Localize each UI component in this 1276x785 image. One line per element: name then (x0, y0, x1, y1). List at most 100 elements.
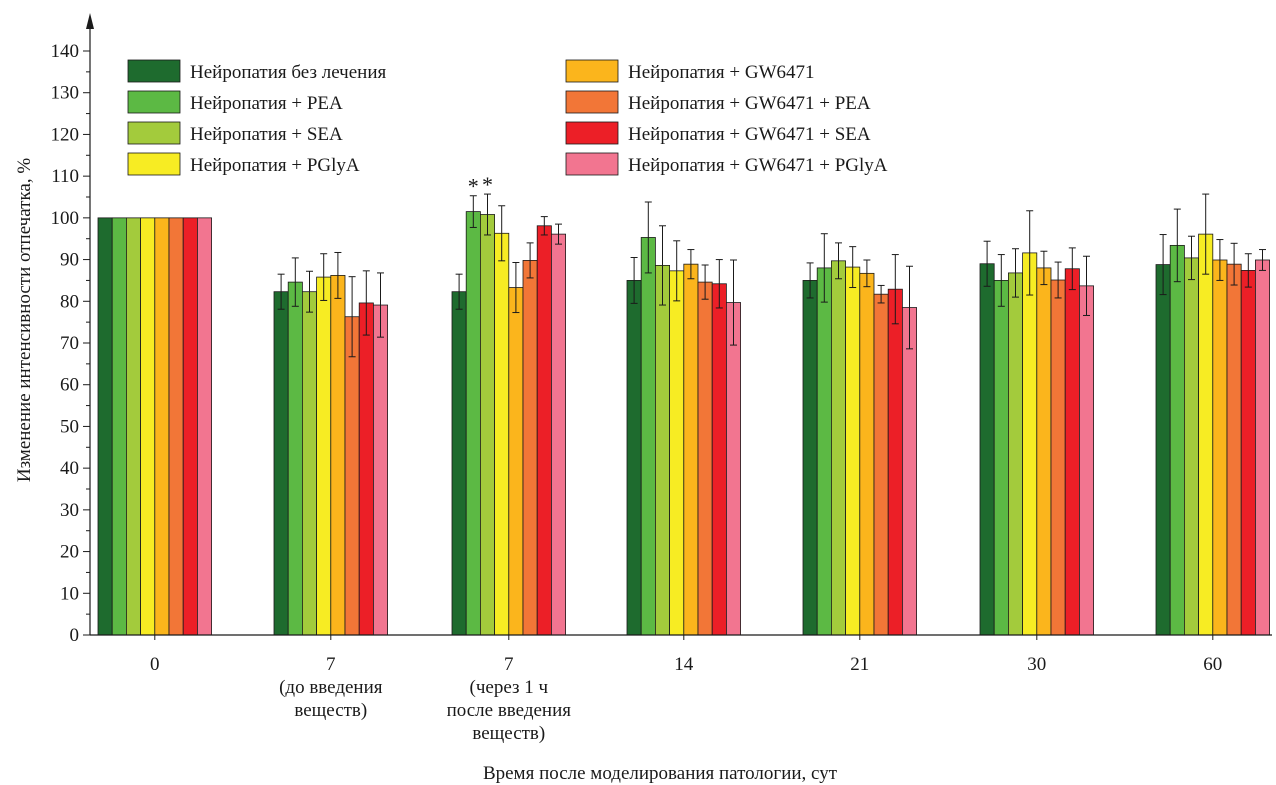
legend-item-4: Нейропатия + GW6471 (565, 59, 815, 83)
bar-s0-c2 (451, 291, 467, 636)
error-bar-s3-c2 (498, 205, 506, 262)
error-bar-s5-c1 (348, 276, 356, 358)
error-bar-s7-c4 (906, 265, 913, 350)
bar-s0-c0 (97, 217, 113, 636)
error-bar-s6-c6 (1244, 253, 1252, 288)
legend-swatch (565, 59, 619, 83)
bar-s2-c4 (831, 260, 847, 636)
error-bar-s0-c3 (630, 256, 638, 304)
bar-s4-c5 (1036, 267, 1052, 636)
bar-s5-c1 (344, 316, 360, 636)
y-tick-label: 80 (60, 291, 79, 312)
y-tick-label: 70 (60, 333, 79, 354)
x-category-label-0: 0 (150, 654, 160, 675)
bar-s7-c6 (1255, 259, 1271, 636)
error-bar-s4-c3 (687, 249, 695, 280)
legend-swatch (565, 121, 619, 145)
bar-s6-c1 (358, 302, 374, 636)
legend-label: Нейропатия + SEA (190, 124, 343, 145)
x-category-label-2: 7 (через 1 ч после введения веществ) (447, 654, 572, 744)
bar-s5-c0 (168, 217, 184, 636)
legend-item-1: Нейропатия + PEA (127, 90, 343, 114)
legend-swatch (127, 90, 181, 114)
legend-item-2: Нейропатия + SEA (127, 121, 343, 145)
bar-s1-c5 (993, 280, 1009, 636)
error-bar-s6-c5 (1068, 247, 1076, 291)
error-bar-s6-c3 (715, 259, 723, 309)
error-bar-s1-c4 (820, 233, 828, 303)
error-bar-s0-c6 (1159, 234, 1167, 296)
y-tick-label: 50 (60, 416, 79, 437)
y-axis-ticks: 0 10 20 30 40 50 60 70 80 90 100 110 120 130 140 (51, 41, 90, 646)
legend-swatch (127, 152, 181, 176)
y-tick-label: 0 (70, 625, 80, 646)
error-bar-s7-c2 (555, 223, 562, 245)
bar-s7-c0 (196, 217, 212, 636)
annotations-layer: * * (468, 172, 493, 199)
legend-swatch (127, 59, 181, 83)
y-tick-label: 60 (60, 375, 79, 396)
x-category-label-1: 7 (до введения веществ) (279, 654, 383, 721)
x-category-label-4: 21 (850, 654, 869, 675)
error-bar-s6-c2 (540, 216, 548, 236)
bar-s2-c6 (1184, 257, 1200, 636)
legend-label: Нейропатия + PGlyA (190, 155, 360, 176)
y-tick-label: 20 (60, 542, 79, 563)
y-tick-label: 30 (60, 500, 79, 521)
y-tick-label: 100 (51, 208, 80, 229)
significance-marker-1: * (482, 172, 493, 197)
error-bar-s2-c2 (484, 193, 491, 236)
x-axis-title: Время после моделирования патологии, сут (483, 763, 838, 784)
bar-s2-c1 (301, 291, 317, 636)
error-bar-s4-c5 (1040, 250, 1048, 286)
bar-s1-c2 (465, 211, 481, 636)
error-bar-s0-c1 (277, 273, 285, 310)
error-bar-s2-c5 (1012, 248, 1019, 298)
error-bar-s6-c1 (362, 270, 370, 336)
bar-s4-c3 (683, 263, 699, 636)
legend-label: Нейропатия + GW6471 + PEA (628, 93, 871, 114)
error-bar-s2-c4 (835, 242, 842, 280)
y-axis-arrow (86, 13, 94, 29)
bar-s5-c4 (873, 293, 889, 636)
error-bar-s0-c4 (806, 262, 814, 299)
bar-s1-c3 (640, 237, 656, 636)
error-bar-s7-c3 (730, 259, 737, 346)
x-axis-categories: 0 7 (до введения веществ) 7 (через 1 ч после в… (150, 635, 1222, 744)
error-bar-s1-c2 (469, 195, 477, 228)
bar-s5-c6 (1226, 263, 1242, 636)
bar-s4-c2 (508, 287, 524, 636)
error-bar-s5-c3 (701, 264, 709, 300)
y-tick-label: 130 (51, 83, 80, 104)
y-tick-label: 140 (51, 41, 80, 62)
bar-s6-c6 (1240, 270, 1256, 636)
error-bar-s3-c3 (673, 240, 681, 302)
error-bar-s2-c3 (659, 225, 666, 306)
legend-item-5: Нейропатия + GW6471 + PEA (565, 90, 871, 114)
bar-s4-c1 (330, 275, 346, 636)
bar-s7-c2 (551, 233, 567, 636)
x-category-label-5: 30 (1027, 654, 1046, 675)
legend-swatch (565, 90, 619, 114)
y-tick-label: 90 (60, 250, 79, 271)
error-bar-s4-c4 (863, 259, 871, 288)
error-bar-s5-c2 (526, 242, 534, 279)
bar-s0-c5 (979, 263, 995, 636)
legend-swatch (127, 121, 181, 145)
legend-label: Нейропатия + PEA (190, 93, 343, 114)
bar-s1-c1 (287, 281, 303, 636)
bar-s6-c5 (1064, 268, 1080, 636)
y-tick-label: 120 (51, 124, 80, 145)
bar-s7-c3 (726, 302, 742, 636)
error-bar-s4-c2 (512, 261, 520, 314)
error-bar-s7-c5 (1083, 255, 1090, 316)
legend-label: Нейропатия + GW6471 (628, 62, 815, 83)
bar-s6-c2 (536, 225, 552, 636)
x-category-label-6: 60 (1203, 654, 1222, 675)
bar-s3-c3 (669, 270, 685, 636)
y-tick-label: 40 (60, 458, 79, 479)
bar-s0-c4 (802, 280, 818, 636)
y-tick-label: 10 (60, 583, 79, 604)
bar-s4-c4 (859, 272, 875, 636)
bar-s5-c5 (1050, 279, 1066, 636)
